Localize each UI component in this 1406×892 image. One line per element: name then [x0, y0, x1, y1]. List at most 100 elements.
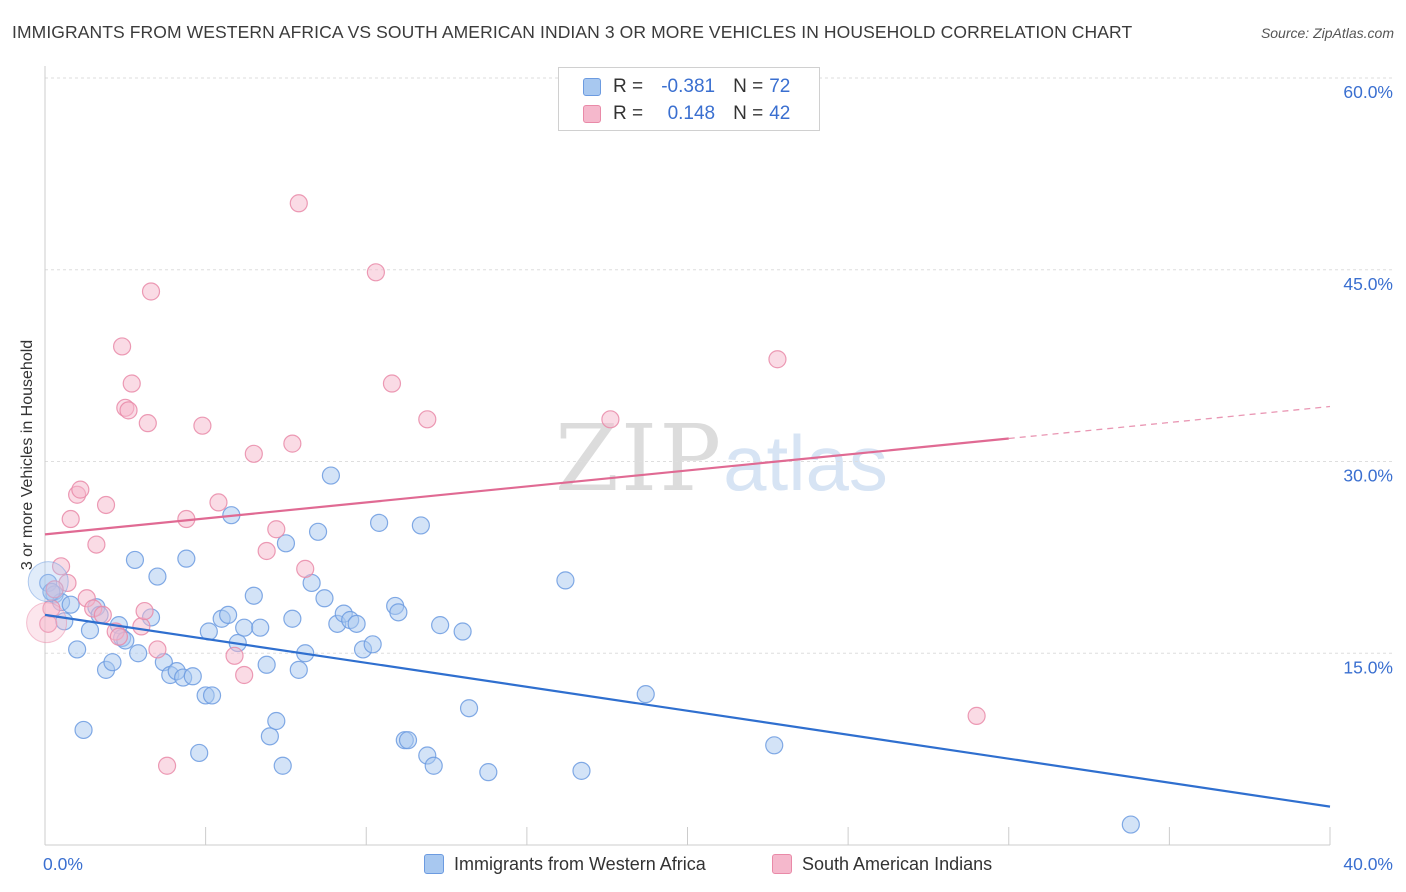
legend-row-series2: R = 0.148 N = 42	[583, 101, 790, 127]
legend-swatch-pink	[583, 105, 601, 123]
data-point-western-africa	[267, 711, 286, 731]
legend-r-label: R =	[613, 76, 644, 97]
data-point-south-american-indian	[193, 416, 212, 435]
data-point-western-africa	[636, 685, 655, 704]
data-point-western-africa	[283, 609, 302, 628]
legend-r-label: R =	[613, 103, 644, 124]
data-point-cluster-south-american-indian	[26, 602, 68, 644]
legend-n-label: N =	[733, 76, 764, 97]
data-point-western-africa	[572, 761, 591, 780]
data-point-south-american-indian	[135, 601, 154, 621]
data-point-south-american-indian	[119, 401, 138, 420]
legend-n-value-series1: 72	[769, 76, 791, 97]
y-axis-label: 3 or more Vehicles in Household	[19, 339, 36, 571]
data-point-western-africa	[103, 653, 122, 672]
data-point-south-american-indian	[289, 194, 308, 213]
watermark-zip: ZIP	[555, 405, 724, 512]
data-point-western-africa	[129, 644, 148, 663]
data-point-western-africa	[411, 516, 430, 535]
data-point-western-africa	[74, 720, 93, 740]
data-point-western-africa	[321, 466, 341, 485]
watermark: ZIPatlas	[555, 405, 888, 512]
data-point-south-american-indian	[109, 627, 128, 646]
trend-lines	[44, 405, 1331, 808]
y-tick-label: 60.0%	[1343, 82, 1393, 102]
data-point-western-africa	[479, 763, 498, 782]
data-point-western-africa	[370, 513, 389, 532]
bottom-legend-label-series1: Immigrants from Western Africa	[454, 853, 706, 874]
bottom-legend-swatch-pink	[772, 854, 792, 874]
data-point-western-africa	[235, 618, 254, 637]
legend-n-label: N =	[733, 103, 764, 124]
x-tick-label: 0.0%	[43, 854, 83, 874]
data-point-south-american-indian	[122, 374, 141, 393]
y-tick-label: 45.0%	[1343, 274, 1393, 294]
data-point-south-american-indian	[138, 414, 157, 433]
data-point-south-american-indian	[382, 374, 402, 393]
data-point-western-africa	[273, 756, 292, 775]
data-point-south-american-indian	[283, 434, 302, 453]
data-point-western-africa	[308, 522, 328, 541]
data-point-western-africa	[765, 736, 784, 755]
data-point-south-american-indian	[132, 617, 151, 636]
data-point-south-american-indian	[225, 646, 244, 665]
grid-lines	[45, 77, 1395, 654]
data-point-south-american-indian	[418, 410, 437, 429]
bottom-legend-swatch-blue	[424, 854, 444, 874]
data-point-south-american-indian	[141, 282, 161, 301]
data-point-western-africa	[251, 618, 270, 637]
data-point-south-american-indian	[967, 706, 986, 725]
correlation-legend: R = -0.381 N = 72 R = 0.148 N = 42	[558, 67, 820, 131]
legend-swatch-blue	[583, 78, 601, 96]
data-point-south-american-indian	[45, 580, 64, 599]
data-point-western-africa	[424, 756, 443, 775]
data-point-western-africa	[1121, 815, 1140, 834]
data-point-south-american-indian	[61, 509, 80, 529]
data-point-western-africa	[148, 567, 167, 586]
legend-row-series1: R = -0.381 N = 72	[583, 74, 790, 100]
bottom-legend-series2: South American Indians	[772, 852, 992, 876]
data-point-western-africa	[398, 731, 418, 750]
data-point-western-africa	[183, 667, 202, 686]
data-points	[26, 194, 1140, 834]
axes	[44, 66, 1331, 846]
data-point-western-africa	[68, 640, 87, 659]
data-point-western-africa	[80, 621, 100, 640]
legend-r-value-series2: 0.148	[667, 103, 716, 124]
data-point-western-africa	[219, 605, 238, 625]
data-point-south-american-indian	[93, 605, 112, 625]
tick-labels: 15.0% 30.0% 45.0% 60.0% 0.0% 40.0%	[43, 82, 1393, 874]
x-tick-label: 40.0%	[1343, 854, 1393, 874]
data-point-western-africa	[260, 727, 279, 746]
watermark-atlas: atlas	[723, 419, 888, 507]
data-point-western-africa	[289, 660, 308, 679]
data-point-western-africa	[453, 622, 472, 641]
data-point-south-american-indian	[209, 493, 228, 512]
data-point-south-american-indian	[366, 263, 385, 282]
legend-r-value-series1: -0.381	[661, 76, 716, 97]
data-point-south-american-indian	[235, 665, 254, 685]
bottom-legend-series1: Immigrants from Western Africa	[424, 852, 706, 876]
data-point-western-africa	[190, 743, 209, 763]
trend-line-south-american-indian	[44, 437, 1009, 536]
data-point-cluster-western-africa	[27, 561, 69, 603]
data-point-western-africa	[202, 686, 222, 705]
data-point-western-africa	[363, 635, 382, 654]
data-point-western-africa	[125, 550, 145, 570]
trend-line-western-africa	[44, 613, 1331, 808]
y-tick-label: 15.0%	[1343, 657, 1393, 677]
data-point-western-africa	[556, 571, 575, 590]
data-point-western-africa	[315, 589, 334, 608]
data-point-western-africa	[244, 586, 263, 605]
source-credit: Source: ZipAtlas.com	[1260, 25, 1394, 41]
data-point-south-american-indian	[768, 350, 787, 369]
data-point-south-american-indian	[148, 640, 167, 659]
data-point-western-africa	[459, 699, 479, 718]
data-point-south-american-indian	[157, 756, 177, 775]
trend-line-extension	[1008, 405, 1331, 440]
data-point-western-africa	[177, 549, 196, 568]
chart-title: IMMIGRANTS FROM WESTERN AFRICA VS SOUTH …	[12, 22, 1133, 42]
bottom-legend-label-series2: South American Indians	[802, 853, 993, 874]
legend-n-value-series2: 42	[769, 103, 791, 124]
data-point-western-africa	[431, 616, 450, 635]
